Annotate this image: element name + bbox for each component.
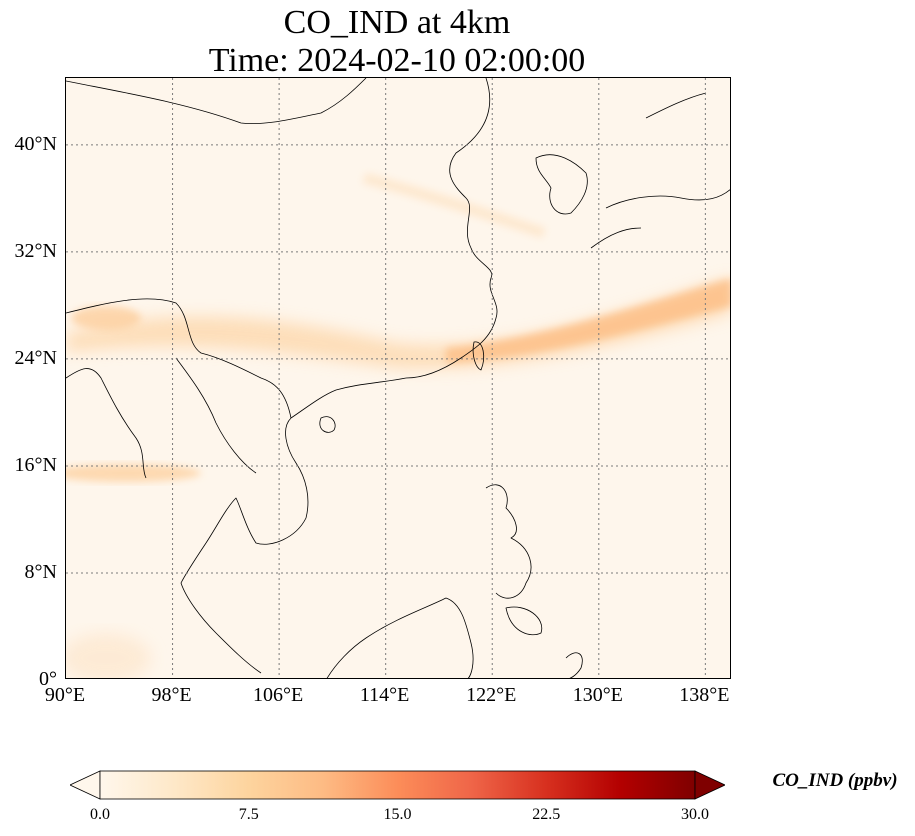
border-interior bbox=[66, 298, 292, 474]
lat-tick-label: 24°N bbox=[14, 346, 57, 369]
coast-malay bbox=[180, 542, 262, 674]
lon-tick-label: 122°E bbox=[466, 684, 517, 706]
plume-spot-southwest bbox=[66, 633, 151, 678]
colorbar-tick-label: 0.0 bbox=[90, 806, 110, 823]
plume-spot-west bbox=[71, 306, 141, 330]
field-background bbox=[66, 78, 730, 678]
colorbar-extend-max bbox=[694, 770, 726, 800]
map-title-line-2: Time: 2024-02-10 02:00:00 bbox=[208, 42, 586, 79]
lon-tick-label: 106°E bbox=[253, 684, 304, 706]
coast-philippines bbox=[485, 484, 543, 636]
plume-band-north bbox=[362, 173, 546, 238]
plume-band-south bbox=[66, 464, 201, 482]
colorbar-extend-min bbox=[69, 770, 101, 800]
colorbar-tick-label: 15.0 bbox=[383, 806, 412, 823]
plume-band-east bbox=[446, 278, 730, 363]
border-north bbox=[66, 78, 367, 124]
lon-tick-label: 114°E bbox=[359, 684, 410, 706]
lat-tick-label: 32°N bbox=[14, 239, 57, 262]
lon-tick-label: 130°E bbox=[572, 684, 623, 706]
map-title-line-1: CO_IND at 4km bbox=[283, 4, 511, 41]
concentration-field bbox=[66, 78, 730, 678]
colorbar bbox=[69, 770, 726, 800]
coast-indochina bbox=[205, 417, 309, 545]
coast-japan bbox=[590, 92, 730, 249]
coastlines bbox=[66, 78, 730, 678]
colorbar-tick-label: 7.5 bbox=[238, 806, 259, 823]
coast-sulawesi bbox=[565, 652, 583, 678]
coast-china-north bbox=[405, 78, 498, 379]
lat-tick-label: 40°N bbox=[14, 132, 57, 155]
lat-tick-label: 16°N bbox=[14, 453, 57, 476]
coast-hainan bbox=[319, 416, 336, 433]
lon-tick-label: 98°E bbox=[151, 684, 192, 706]
lat-tick-label: 0° bbox=[39, 668, 57, 690]
coast-korea bbox=[535, 154, 588, 215]
map-panel bbox=[65, 77, 731, 679]
colorbar-svg bbox=[69, 770, 726, 800]
gridlines bbox=[66, 78, 730, 678]
lon-tick-label: 90°E bbox=[44, 684, 86, 706]
lat-tick-label: 8°N bbox=[24, 560, 57, 583]
map-canvas bbox=[66, 78, 730, 678]
coast-taiwan bbox=[472, 341, 485, 371]
coast-bay-of-bengal bbox=[66, 368, 147, 479]
coast-south-china bbox=[290, 377, 407, 419]
colorbar-label: CO_IND (ppbv) bbox=[772, 770, 898, 791]
colorbar-gradient bbox=[99, 770, 696, 800]
colorbar-tick-label: 30.0 bbox=[681, 806, 709, 823]
coast-borneo bbox=[326, 597, 474, 678]
colorbar-tick-label: 22.5 bbox=[532, 806, 561, 823]
lon-tick-label: 138°E bbox=[679, 684, 730, 706]
